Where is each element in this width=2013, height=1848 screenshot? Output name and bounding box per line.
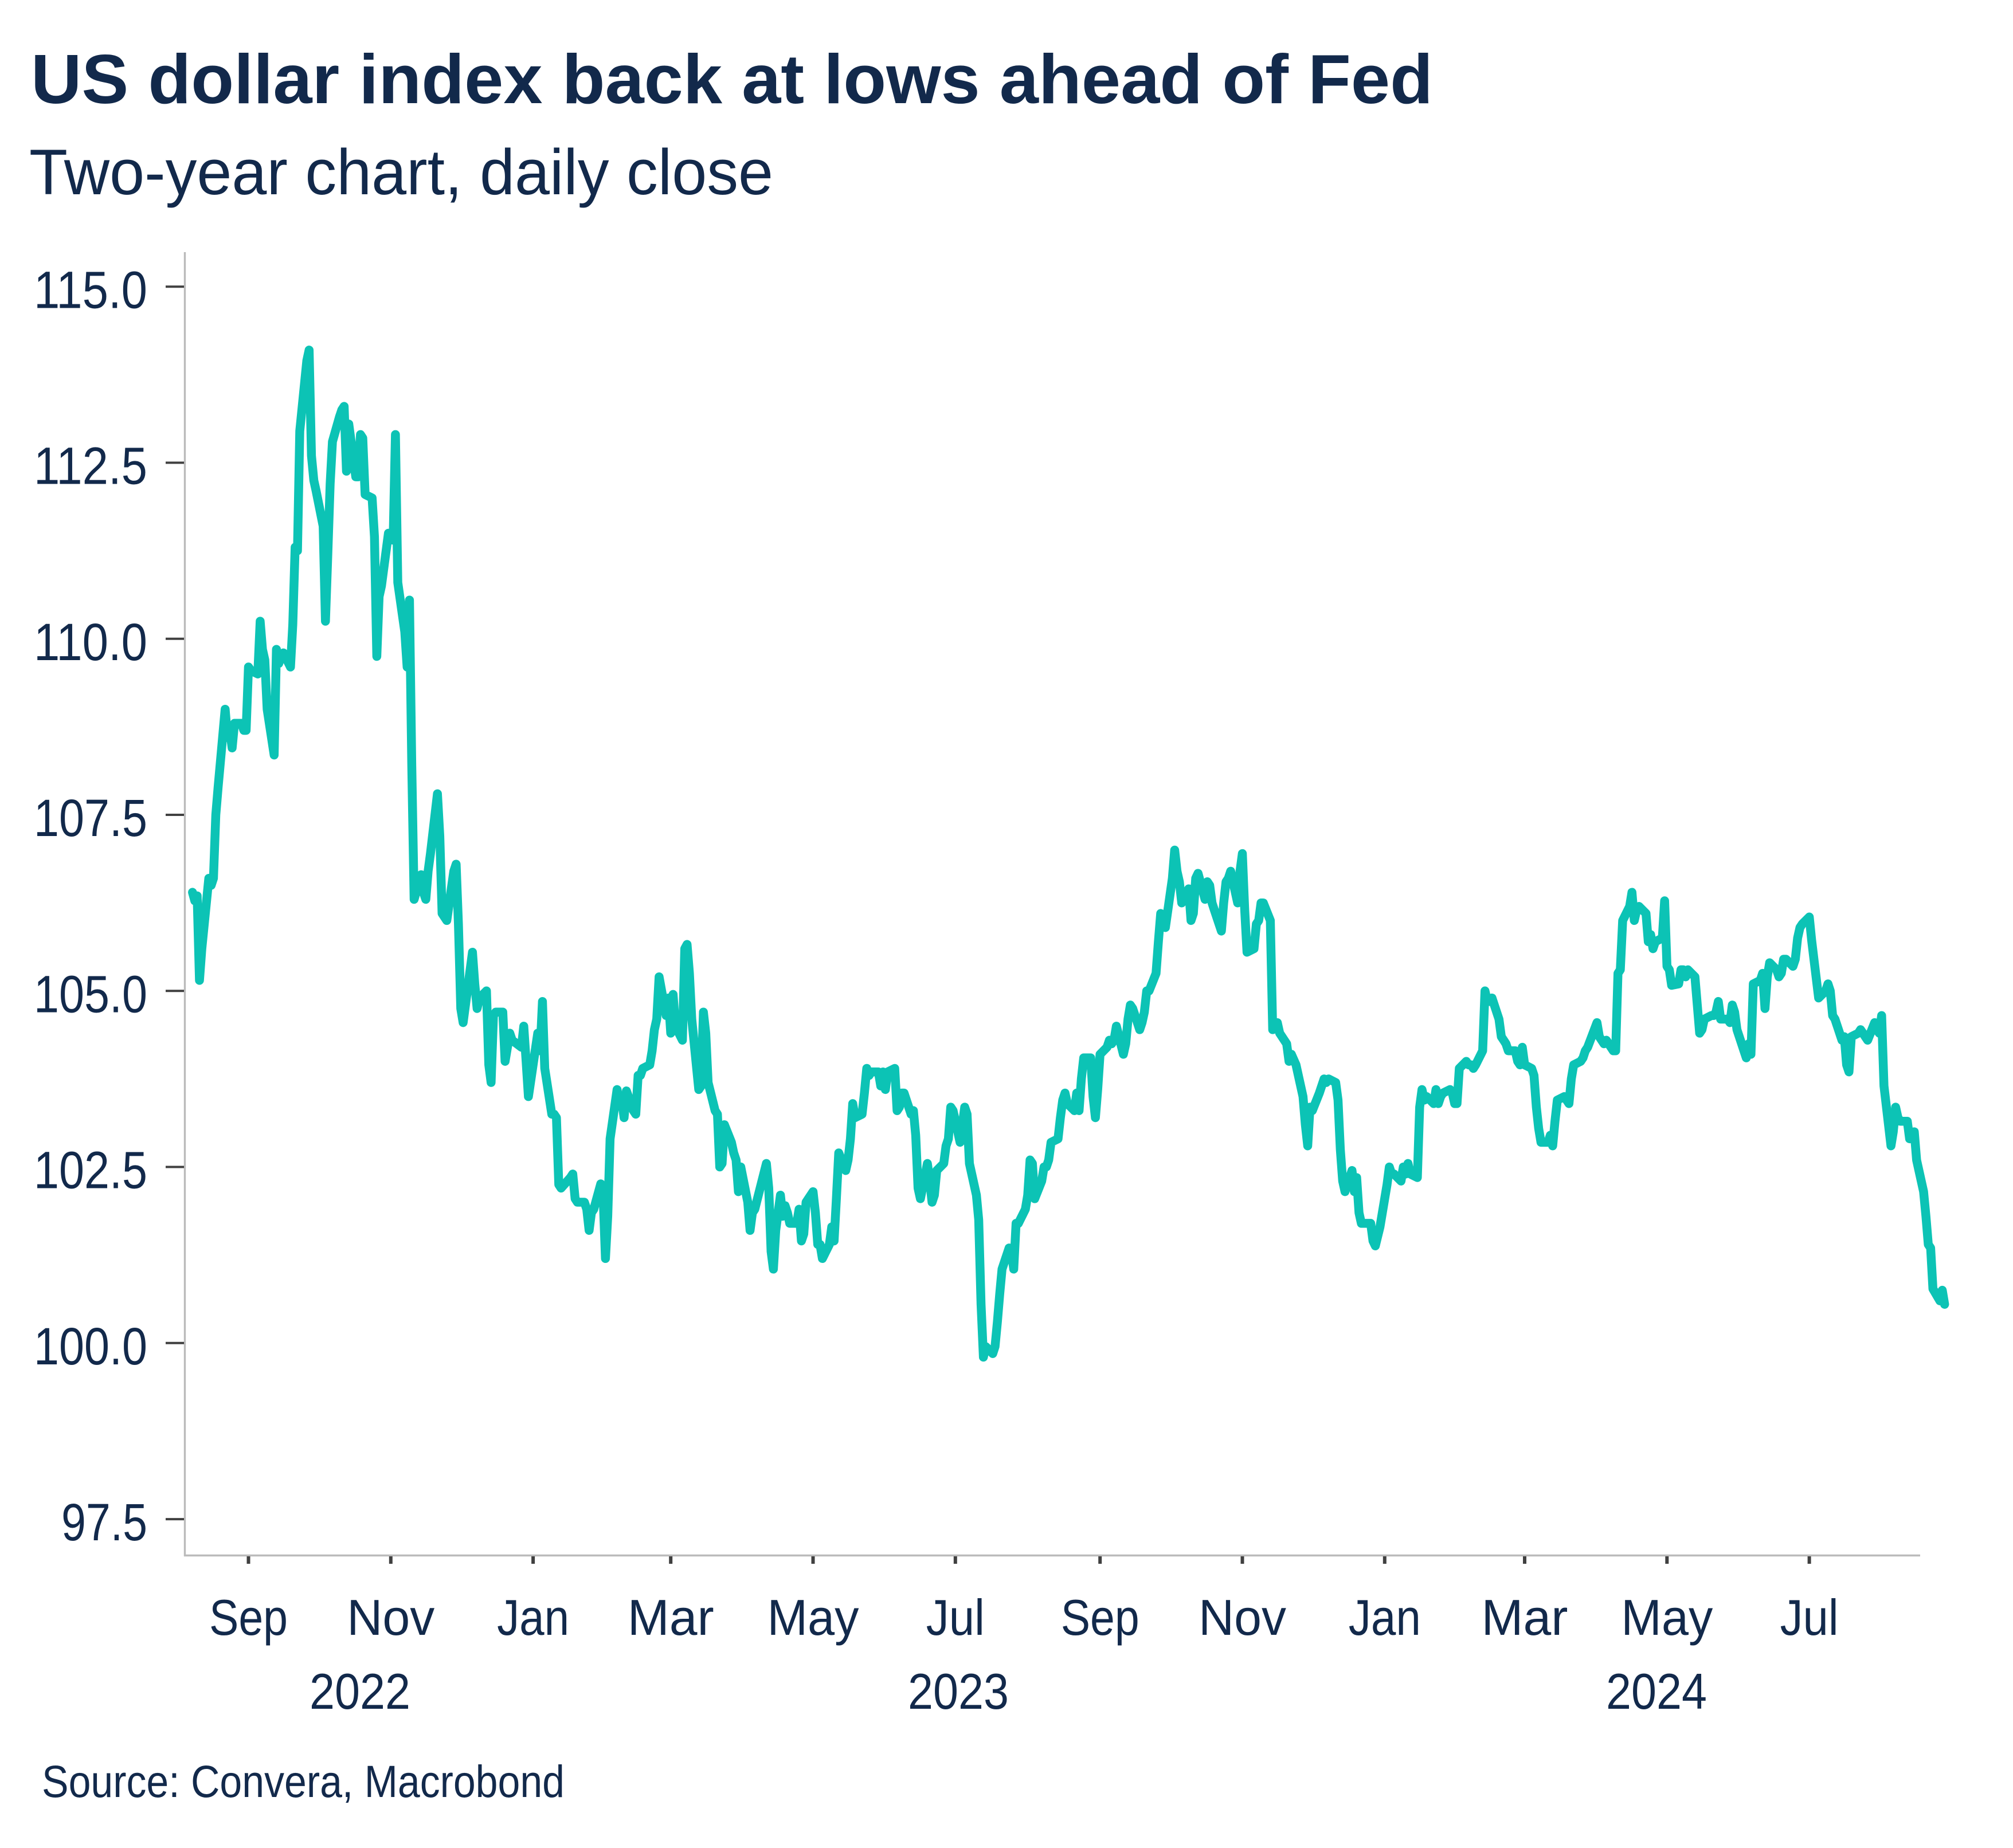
svg-text:Jul: Jul (1780, 1589, 1839, 1646)
svg-text:102.5: 102.5 (34, 1141, 147, 1200)
svg-text:May: May (767, 1589, 859, 1646)
svg-text:107.5: 107.5 (34, 789, 147, 848)
svg-text:97.5: 97.5 (61, 1493, 147, 1552)
svg-text:May: May (1621, 1589, 1713, 1646)
svg-text:Jan: Jan (1349, 1589, 1421, 1646)
svg-text:110.0: 110.0 (34, 613, 147, 672)
svg-text:2024: 2024 (1606, 1663, 1707, 1720)
svg-text:Nov: Nov (1199, 1589, 1286, 1646)
svg-text:2023: 2023 (908, 1663, 1009, 1720)
svg-text:Sep: Sep (209, 1589, 288, 1646)
svg-text:105.0: 105.0 (34, 965, 147, 1023)
svg-text:Source: Convera, Macrobond: Source: Convera, Macrobond (42, 1756, 565, 1807)
svg-text:Mar: Mar (1482, 1589, 1568, 1646)
svg-text:Nov: Nov (347, 1589, 434, 1646)
svg-text:Jan: Jan (497, 1589, 569, 1646)
svg-text:Two-year chart, daily close: Two-year chart, daily close (29, 136, 773, 208)
svg-text:US dollar index back at lows a: US dollar index back at lows ahead of Fe… (31, 40, 1433, 118)
svg-text:Jul: Jul (926, 1589, 985, 1646)
svg-text:112.5: 112.5 (34, 437, 147, 496)
svg-text:Sep: Sep (1061, 1589, 1139, 1646)
svg-text:100.0: 100.0 (34, 1317, 147, 1376)
svg-text:115.0: 115.0 (34, 261, 147, 319)
svg-text:2022: 2022 (310, 1663, 410, 1720)
svg-text:Mar: Mar (628, 1589, 714, 1646)
